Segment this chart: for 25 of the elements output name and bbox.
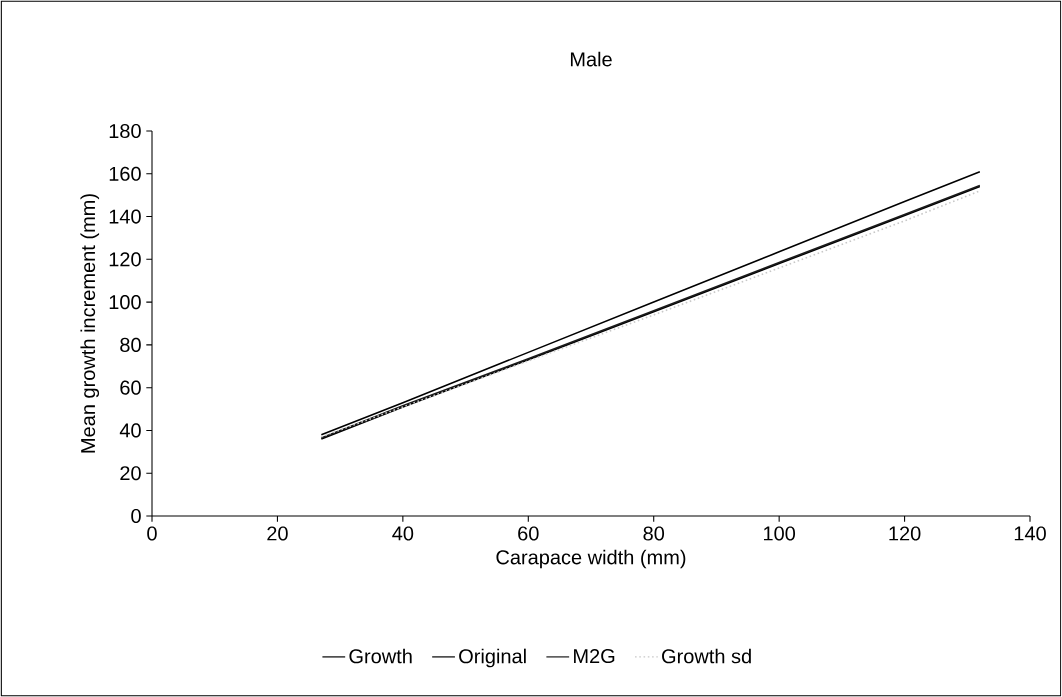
- x-tick-label: 140: [1014, 526, 1046, 541]
- x-tick-label: 40: [392, 526, 414, 541]
- y-tick-label: 180: [109, 123, 141, 139]
- y-tick-label: 40: [119, 423, 141, 438]
- legend-label: Growth: [349, 648, 412, 664]
- x-tick-label: 60: [518, 526, 539, 541]
- y-tick-label: 140: [109, 209, 141, 224]
- y-axis-title: Mean growth increment (mm): [80, 194, 100, 453]
- y-tick-label: 160: [109, 166, 141, 181]
- x-axis-title: Carapace width (mm): [496, 549, 686, 569]
- y-tick-label: 0: [131, 508, 141, 524]
- y-tick-label: 20: [120, 466, 141, 481]
- chart-title: Male: [570, 51, 612, 67]
- y-tick-label: 120: [109, 252, 141, 267]
- legend-label: Original: [459, 648, 526, 668]
- x-tick-label: 0: [147, 526, 157, 541]
- x-tick-label: 120: [889, 526, 921, 541]
- y-tick-label: 60: [120, 380, 141, 395]
- x-tick-label: 20: [267, 526, 288, 541]
- x-tick-label: 100: [763, 526, 796, 541]
- legend-label: Growth sd: [662, 648, 751, 664]
- y-tick-label: 100: [109, 295, 141, 310]
- legend-label: M2G: [574, 648, 615, 664]
- x-tick-label: 80: [643, 526, 665, 541]
- y-tick-label: 80: [120, 337, 141, 352]
